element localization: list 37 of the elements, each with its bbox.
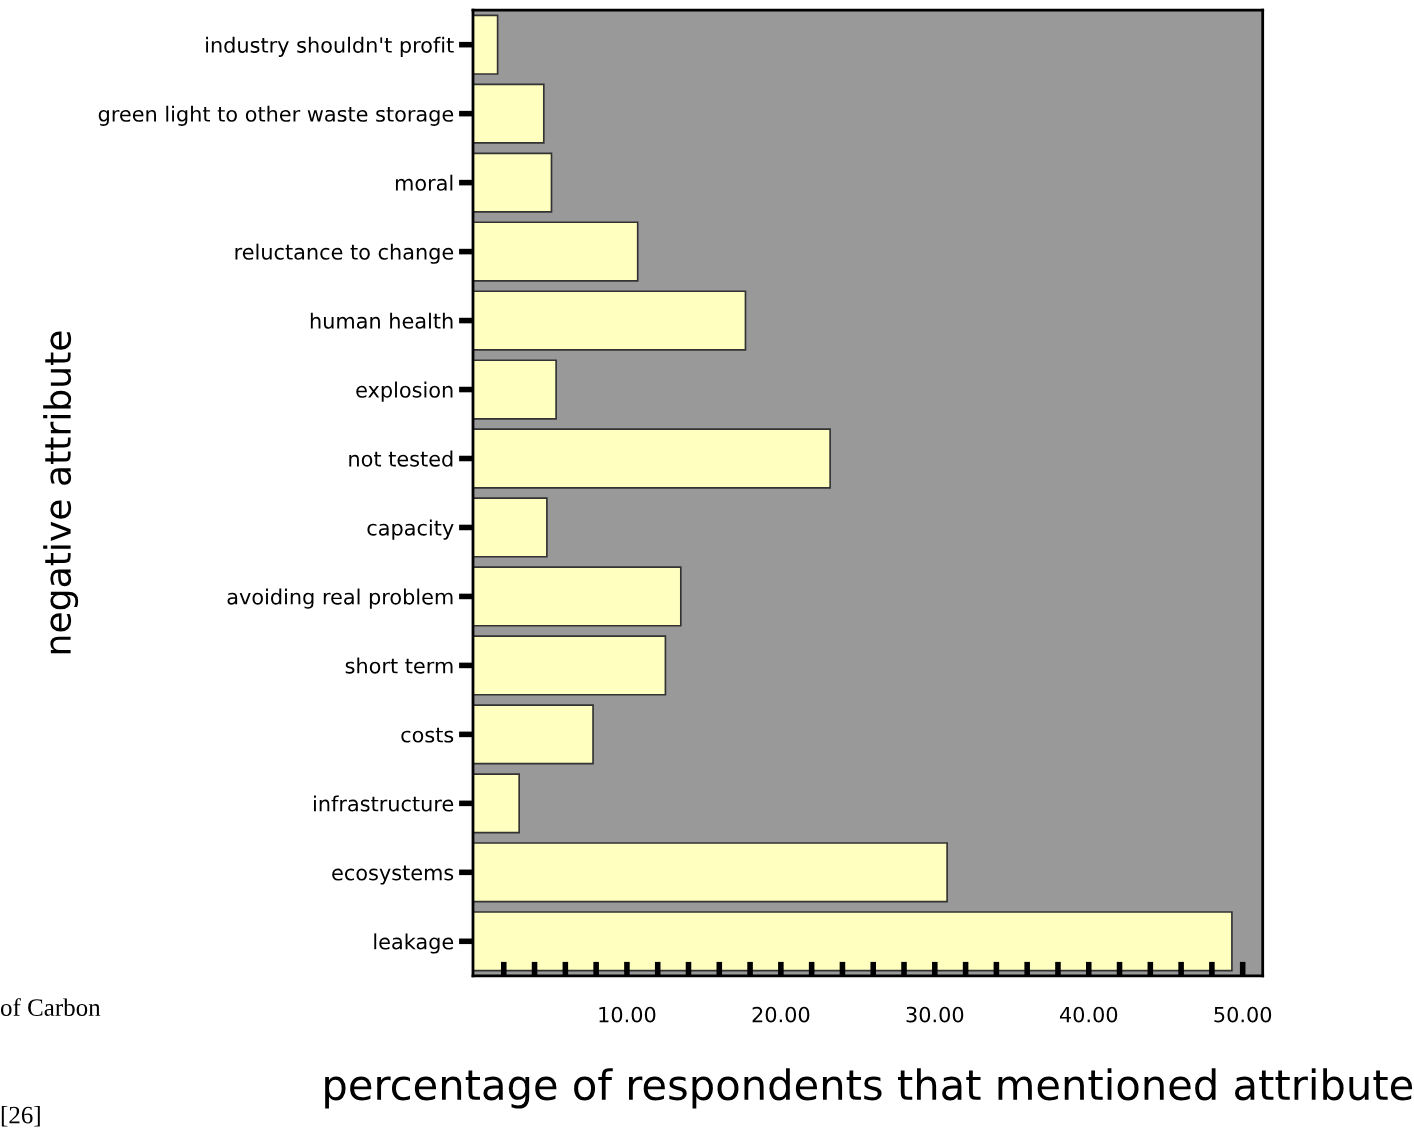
text: of Carbon <box>0 998 101 1016</box>
x-tick-label: 10.00 <box>599 1006 656 1023</box>
y-axis-title: negative attribute <box>43 331 79 654</box>
bar <box>472 428 831 489</box>
y-tick-label: reluctance to change <box>235 243 454 264</box>
bar <box>472 566 682 627</box>
bar <box>472 14 499 75</box>
y-tick-label: short term <box>345 657 453 674</box>
bar <box>472 497 548 558</box>
bar <box>472 290 747 351</box>
y-tick-label: ecosystems <box>332 865 454 885</box>
y-tick-label: costs <box>401 727 454 743</box>
x-tick-label: 50.00 <box>1214 1006 1272 1023</box>
y-tick-label: industry shouldn't profit <box>206 36 454 57</box>
bar <box>472 152 553 213</box>
x-tick-label: 40.00 <box>1059 1006 1118 1023</box>
bar <box>472 221 639 282</box>
bar <box>472 911 1233 972</box>
y-tick-label: leakage <box>374 933 454 954</box>
y-tick-label: infrastructure <box>314 795 454 812</box>
y-tick-label: explosion <box>356 381 453 402</box>
y-tick-label: human health <box>310 312 453 329</box>
bar <box>472 842 948 903</box>
bar <box>472 704 594 765</box>
x-axis-title: percentage of respondents that mentioned attribute <box>325 1068 1413 1109</box>
y-tick-label: not tested <box>349 450 453 467</box>
bar <box>472 635 667 696</box>
y-tick-label: moral <box>395 174 453 191</box>
y-tick-label: avoiding real problem <box>227 588 453 609</box>
y-tick-label: capacity <box>367 519 454 540</box>
x-tick-label: 20.00 <box>752 1006 810 1023</box>
bar <box>472 359 557 420</box>
y-tick-label: green light to other waste storage <box>98 105 454 126</box>
text: [26] <box>1 1105 40 1127</box>
bar <box>472 83 545 144</box>
bar <box>472 773 521 834</box>
x-tick-label: 30.00 <box>906 1006 964 1023</box>
